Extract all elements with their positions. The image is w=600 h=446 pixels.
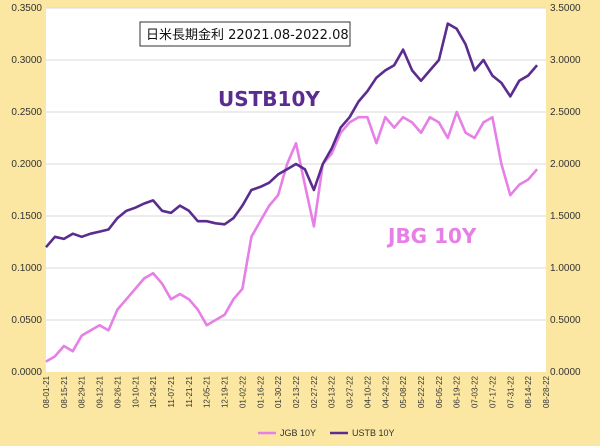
legend-ustb-label: USTB 10Y [352,428,395,438]
y-left-tick-label: 0.3000 [11,55,42,66]
x-tick-label: 09-26-21 [113,375,122,408]
series-line-jgb-10y [45,110,539,363]
y-left-tick-label: 0.2000 [11,159,42,170]
jgb-series-label: JBG 10Y [386,224,477,248]
x-tick-label: 11-07-21 [167,375,176,407]
x-tick-label: 08-15-21 [60,375,69,408]
x-tick-label: 06-19-22 [453,375,462,408]
series-lines [45,22,539,363]
x-tick-label: 05-08-22 [399,375,408,408]
x-tick-label: 07-03-22 [471,375,480,408]
x-tick-label: 07-17-22 [488,375,497,408]
x-tick-label: 04-10-22 [363,375,372,408]
x-tick-label: 07-31-22 [506,375,515,408]
ustb-series-label: USTB10Y [218,87,320,111]
x-tick-label: 01-02-22 [238,375,247,408]
legend: JGB 10Y USTB 10Y [258,428,395,438]
y-right-tick-label: 0.5000 [550,315,581,326]
plot-area [46,8,546,372]
y-right-tick-label: 3.5000 [550,3,581,14]
y-left-tick-label: 0.0000 [11,367,42,378]
x-tick-label: 10-24-21 [149,375,158,408]
x-tick-label: 02-13-22 [292,375,301,408]
x-tick-label: 08-29-21 [78,375,87,408]
y-left-tick-label: 0.0500 [11,315,42,326]
x-tick-label: 03-13-22 [328,375,337,408]
y-right-tick-label: 2.0000 [550,159,581,170]
x-tick-label: 01-30-22 [274,375,283,408]
y-left-tick-label: 0.1000 [11,263,42,274]
y-axis-left: 0.0000 0.0500 0.1000 0.1500 0.2000 0.2500 0.30… [11,3,42,378]
title-box [139,21,351,47]
x-tick-label: 09-12-21 [96,375,105,408]
y-left-tick-label: 0.3500 [11,3,42,14]
x-tick-label: 08-01-21 [42,375,51,408]
x-axis: 08-01-21 08-15-21 08-29-21 09-12-21 09-26-21… [42,375,551,408]
x-tick-label: 08-14-22 [524,375,533,408]
y-left-tick-label: 0.1500 [11,211,42,222]
series-line-ustb-10y [45,22,539,249]
y-left-tick-label: 0.2500 [11,107,42,118]
y-right-tick-label: 3.0000 [550,55,581,66]
x-tick-label: 12-19-21 [221,375,230,408]
legend-jgb-label: JGB 10Y [280,428,316,438]
x-tick-label: 11-21-21 [185,375,194,407]
y-axis-right: 0.0000 0.5000 1.0000 1.5000 2.0000 2.5000 3.00… [550,3,581,378]
x-tick-label: 10-10-21 [131,375,140,408]
x-tick-label: 06-05-22 [435,375,444,408]
x-tick-label: 01-16-22 [256,375,265,408]
x-tick-label: 05-22-22 [417,375,426,408]
chart-title: 日米長期金利 22021.08-2022.08 [146,27,349,43]
x-tick-label: 08-28-22 [542,375,551,408]
grid-lines [46,7,546,321]
x-tick-label: 04-24-22 [381,375,390,408]
y-right-tick-label: 1.0000 [550,263,581,274]
y-right-tick-label: 0.0000 [550,367,581,378]
x-tick-label: 02-27-22 [310,375,319,408]
x-tick-label: 12-05-21 [203,375,212,408]
y-right-tick-label: 1.5000 [550,211,581,222]
y-right-tick-label: 2.5000 [550,107,581,118]
x-tick-label: 03-27-22 [346,375,355,408]
